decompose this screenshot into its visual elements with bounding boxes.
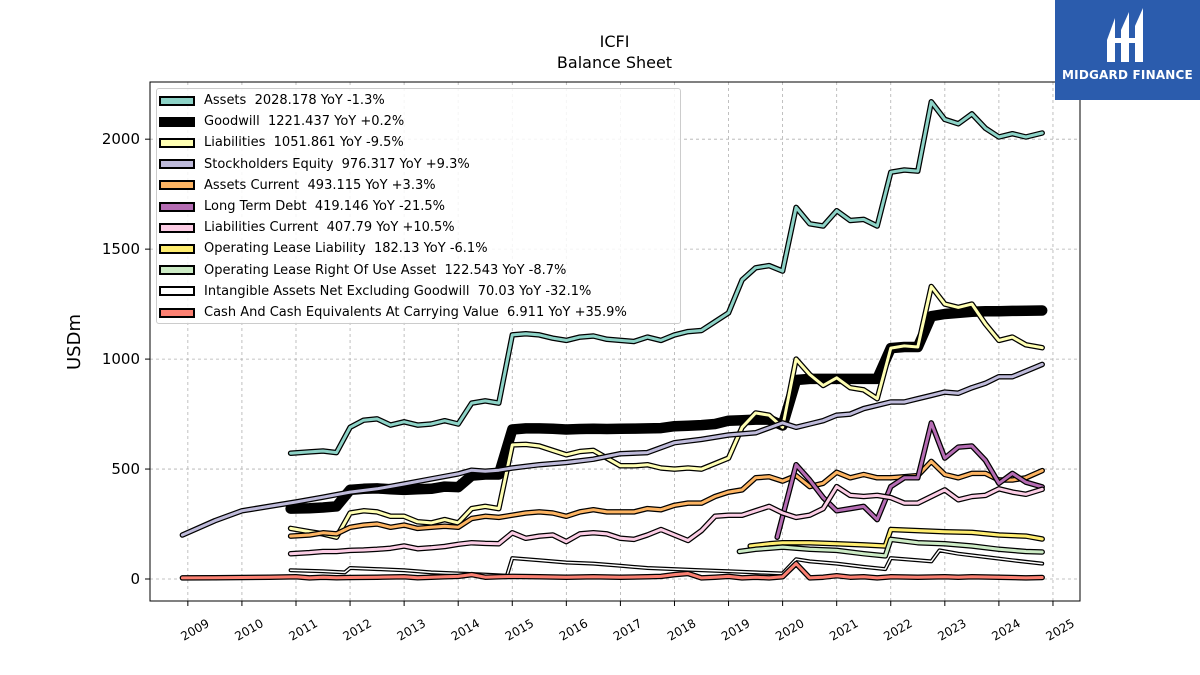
x-tick-label: 2012 bbox=[341, 616, 374, 643]
series-line bbox=[737, 537, 1044, 558]
x-tick-label: 2024 bbox=[989, 616, 1022, 643]
legend-label: Liabilities 1051.861 YoY -9.5% bbox=[204, 135, 404, 151]
chart-title: ICFI bbox=[599, 32, 630, 51]
legend-swatch bbox=[159, 222, 195, 233]
legend-swatch bbox=[159, 159, 195, 170]
legend-item: Operating Lease Right Of Use Asset 122.5… bbox=[157, 260, 566, 281]
legend-swatch bbox=[159, 265, 195, 276]
x-tick-label: 2014 bbox=[449, 616, 482, 643]
legend-item: Cash And Cash Equivalents At Carrying Va… bbox=[157, 302, 627, 323]
series-line bbox=[180, 362, 1044, 537]
x-tick-label: 2013 bbox=[395, 616, 428, 643]
legend-item: Liabilities Current 407.79 YoY +10.5% bbox=[157, 217, 455, 238]
brand-logo: MIDGARD FINANCE bbox=[1055, 0, 1200, 100]
series-lines bbox=[179, 99, 1048, 581]
legend-swatch bbox=[159, 286, 195, 297]
legend-label: Goodwill 1221.437 YoY +0.2% bbox=[204, 114, 405, 130]
legend-item: Stockholders Equity 976.317 YoY +9.3% bbox=[157, 154, 470, 175]
x-tick-label: 2016 bbox=[557, 616, 590, 643]
series-line bbox=[289, 485, 1044, 556]
legend-label: Operating Lease Liability 182.13 YoY -6.… bbox=[204, 241, 488, 257]
midgard-logo-icon bbox=[1107, 8, 1143, 62]
x-tick-label: 2017 bbox=[611, 616, 644, 643]
legend-item: Liabilities 1051.861 YoY -9.5% bbox=[157, 132, 404, 153]
y-tick-label: 500 bbox=[111, 460, 140, 478]
series-operating-lease-right-of-use-asset bbox=[736, 536, 1045, 559]
legend-item: Assets Current 493.115 YoY +3.3% bbox=[157, 175, 436, 196]
series-operating-lease-liability bbox=[747, 526, 1045, 549]
legend-label: Liabilities Current 407.79 YoY +10.5% bbox=[204, 220, 455, 236]
legend-swatch bbox=[159, 307, 195, 318]
legend-item: Goodwill 1221.437 YoY +0.2% bbox=[157, 111, 404, 132]
legend-label: Stockholders Equity 976.317 YoY +9.3% bbox=[204, 156, 470, 172]
y-axis-label: USDm bbox=[64, 314, 85, 370]
x-tick-label: 2011 bbox=[286, 616, 319, 643]
legend-swatch bbox=[159, 116, 195, 127]
y-tick-label: 2000 bbox=[102, 130, 140, 148]
x-tick-label: 2023 bbox=[935, 616, 968, 643]
x-tick-label: 2025 bbox=[1043, 616, 1076, 643]
x-tick-label: 2021 bbox=[827, 616, 860, 643]
legend-label: Long Term Debt 419.146 YoY -21.5% bbox=[204, 199, 445, 214]
series-liabilities bbox=[287, 283, 1045, 540]
x-tick-label: 2022 bbox=[881, 616, 914, 643]
chart-legend: Assets 2028.178 YoY -1.3% Goodwill 1221.4… bbox=[156, 88, 681, 324]
series-line bbox=[180, 562, 1044, 580]
x-tick-label: 2018 bbox=[665, 616, 698, 643]
y-tick-label: 1500 bbox=[102, 240, 140, 258]
legend-label: Assets 2028.178 YoY -1.3% bbox=[204, 93, 385, 108]
legend-swatch bbox=[159, 137, 195, 148]
legend-swatch bbox=[159, 180, 195, 191]
series-line bbox=[289, 285, 1044, 539]
y-tick-label: 1000 bbox=[102, 350, 140, 368]
legend-swatch bbox=[159, 95, 195, 106]
legend-item: Operating Lease Liability 182.13 YoY -6.… bbox=[157, 238, 488, 259]
x-tick-label: 2009 bbox=[178, 616, 211, 643]
legend-swatch bbox=[159, 201, 195, 212]
x-tick-label: 2019 bbox=[719, 616, 752, 643]
legend-label: Intangible Assets Net Excluding Goodwill… bbox=[204, 283, 592, 299]
legend-label: Cash And Cash Equivalents At Carrying Va… bbox=[204, 305, 627, 320]
series-intangible-assets-net-excluding-goodwill bbox=[288, 548, 1045, 578]
x-tick-label: 2015 bbox=[503, 616, 536, 643]
series-liabilities-current bbox=[287, 483, 1045, 557]
y-tick-label: 0 bbox=[130, 570, 140, 588]
series-cash-and-cash-equivalents-at-carrying-value bbox=[179, 560, 1045, 581]
series-outline bbox=[288, 548, 1045, 578]
legend-item: Long Term Debt 419.146 YoY -21.5% bbox=[157, 196, 445, 217]
series-line bbox=[289, 549, 1043, 577]
legend-label: Assets Current 493.115 YoY +3.3% bbox=[204, 177, 436, 193]
legend-item: Intangible Assets Net Excluding Goodwill… bbox=[157, 281, 591, 302]
series-line bbox=[748, 528, 1044, 548]
chart-subtitle: Balance Sheet bbox=[556, 53, 673, 72]
series-long-term-debt bbox=[774, 420, 1045, 540]
x-tick-label: 2010 bbox=[232, 616, 265, 643]
series-assets bbox=[287, 99, 1045, 456]
series-line bbox=[289, 100, 1044, 455]
x-tick-label: 2020 bbox=[773, 616, 806, 643]
brand-name: MIDGARD FINANCE bbox=[1062, 68, 1193, 82]
legend-swatch bbox=[159, 243, 195, 254]
plot-frame bbox=[149, 81, 1081, 602]
series-stockholders-equity bbox=[179, 361, 1045, 538]
legend-label: Operating Lease Right Of Use Asset 122.5… bbox=[204, 262, 567, 278]
legend-item: Assets 2028.178 YoY -1.3% bbox=[157, 90, 385, 111]
